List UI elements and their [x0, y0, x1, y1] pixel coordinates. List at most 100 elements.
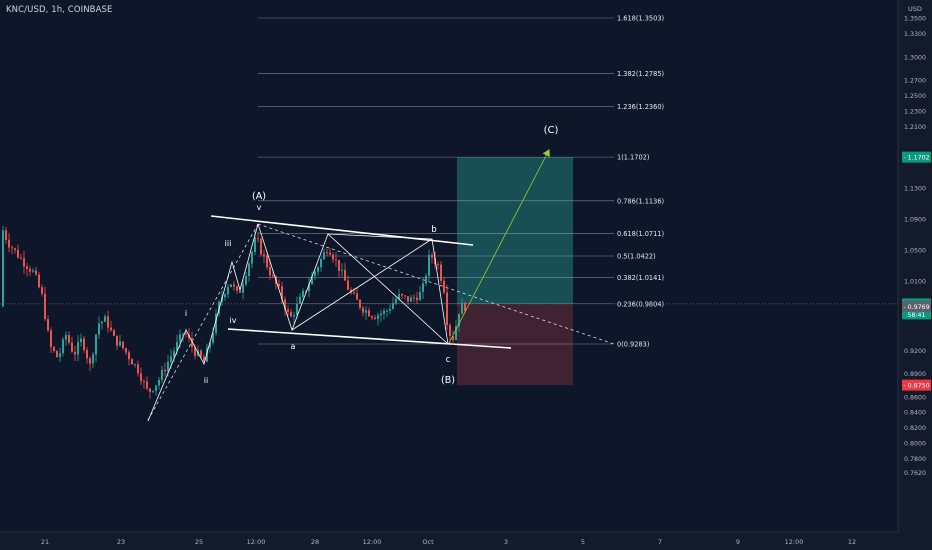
fib-level-label: 0.236(0.9804) [617, 300, 664, 308]
candle [362, 305, 364, 317]
time-tick-label: 5 [581, 538, 585, 546]
candle-body [431, 254, 433, 258]
time-tick-label: 9 [736, 538, 740, 546]
candle [62, 336, 64, 357]
candle-body [419, 291, 421, 301]
candle [380, 309, 382, 323]
wave-label-ii: ii [204, 376, 208, 385]
candle [14, 247, 16, 254]
candle-body [392, 303, 394, 309]
price-tick-label: 1.1300 [904, 186, 926, 193]
candle-body [458, 313, 460, 327]
candle-body [134, 364, 136, 366]
price-tick-label: 1.2700 [904, 78, 926, 85]
candle-body [137, 364, 139, 374]
candle [269, 259, 271, 281]
candle-body [452, 336, 454, 340]
candle [422, 277, 424, 300]
candle-body [377, 315, 379, 319]
candle-body [404, 295, 406, 297]
candle-body [23, 258, 25, 267]
candle [365, 306, 367, 320]
candle [245, 271, 247, 287]
candle [317, 265, 319, 276]
candle-body [155, 385, 157, 391]
candle [230, 284, 232, 288]
candle-body [449, 325, 451, 337]
candle-body [98, 323, 100, 335]
candle [134, 363, 136, 368]
candle-body [17, 249, 19, 258]
candle-body [362, 307, 364, 313]
wave-label-i: i [185, 309, 187, 318]
price-tick-label: 0.8000 [904, 441, 926, 448]
candle-body [233, 284, 235, 287]
candle [44, 286, 46, 321]
fib-level-label: 0.5(1.0422) [617, 253, 656, 261]
wave-label-iii: iii [225, 239, 232, 248]
time-tick-label: 21 [41, 538, 49, 546]
candle [428, 249, 430, 283]
fib-level-label: 0.786(1.1136) [617, 197, 664, 205]
candle [446, 284, 448, 330]
candle [149, 387, 151, 399]
candle [80, 333, 82, 347]
time-tick-label: 12:00 [363, 538, 382, 546]
candle-body [428, 254, 430, 276]
time-tick-label: 23 [117, 538, 125, 546]
wave-label-iv: iv [230, 316, 237, 325]
price-tick-label: 1.2100 [904, 124, 926, 131]
candle-body [191, 338, 193, 348]
candle-body [179, 334, 181, 342]
fibonacci-levels: 1.618(1.3503) 1.382(1.2785) 1.236(1.2360) 1… [258, 15, 664, 349]
candle [38, 271, 40, 289]
candle [296, 296, 298, 319]
candle [146, 376, 148, 391]
candle [461, 297, 463, 314]
candle [203, 354, 205, 362]
price-tick-label: 1.3000 [904, 54, 926, 61]
candle [155, 385, 157, 396]
candle [440, 261, 442, 284]
candle-body [455, 326, 457, 340]
candle-body [74, 351, 76, 355]
candle [200, 349, 202, 359]
candle [65, 331, 67, 346]
candle [263, 249, 265, 264]
candle-body [59, 353, 61, 358]
candle [320, 257, 322, 272]
candle-body [200, 350, 202, 357]
candle [164, 362, 166, 377]
candle [371, 315, 373, 321]
candle-body [107, 316, 109, 328]
candle-body [371, 316, 373, 318]
candle-body [143, 381, 145, 383]
candle [389, 304, 391, 315]
candle [56, 350, 58, 358]
price-tick-label: 1.0900 [904, 217, 926, 224]
candle [383, 308, 385, 320]
candle [449, 323, 451, 344]
currency-label: USD [908, 5, 922, 13]
candle [101, 320, 103, 330]
candle-body [293, 315, 295, 317]
candle-body [227, 287, 229, 295]
candle-body [374, 317, 376, 319]
candle-body [248, 263, 250, 276]
candle [107, 310, 109, 333]
wave-label-a: a [291, 342, 296, 351]
candle [26, 262, 28, 277]
candle-body [182, 333, 184, 335]
candle-body [32, 270, 34, 272]
candle-body [437, 264, 439, 265]
fib-level-label: 1.618(1.3503) [617, 15, 664, 23]
candle-body [68, 335, 70, 343]
candle-body [86, 349, 88, 359]
candle-body [230, 284, 232, 288]
candle-body [278, 283, 280, 287]
candle-body [53, 347, 55, 351]
symbol-title[interactable]: KNC/USD, 1h, COINBASE [6, 5, 113, 15]
